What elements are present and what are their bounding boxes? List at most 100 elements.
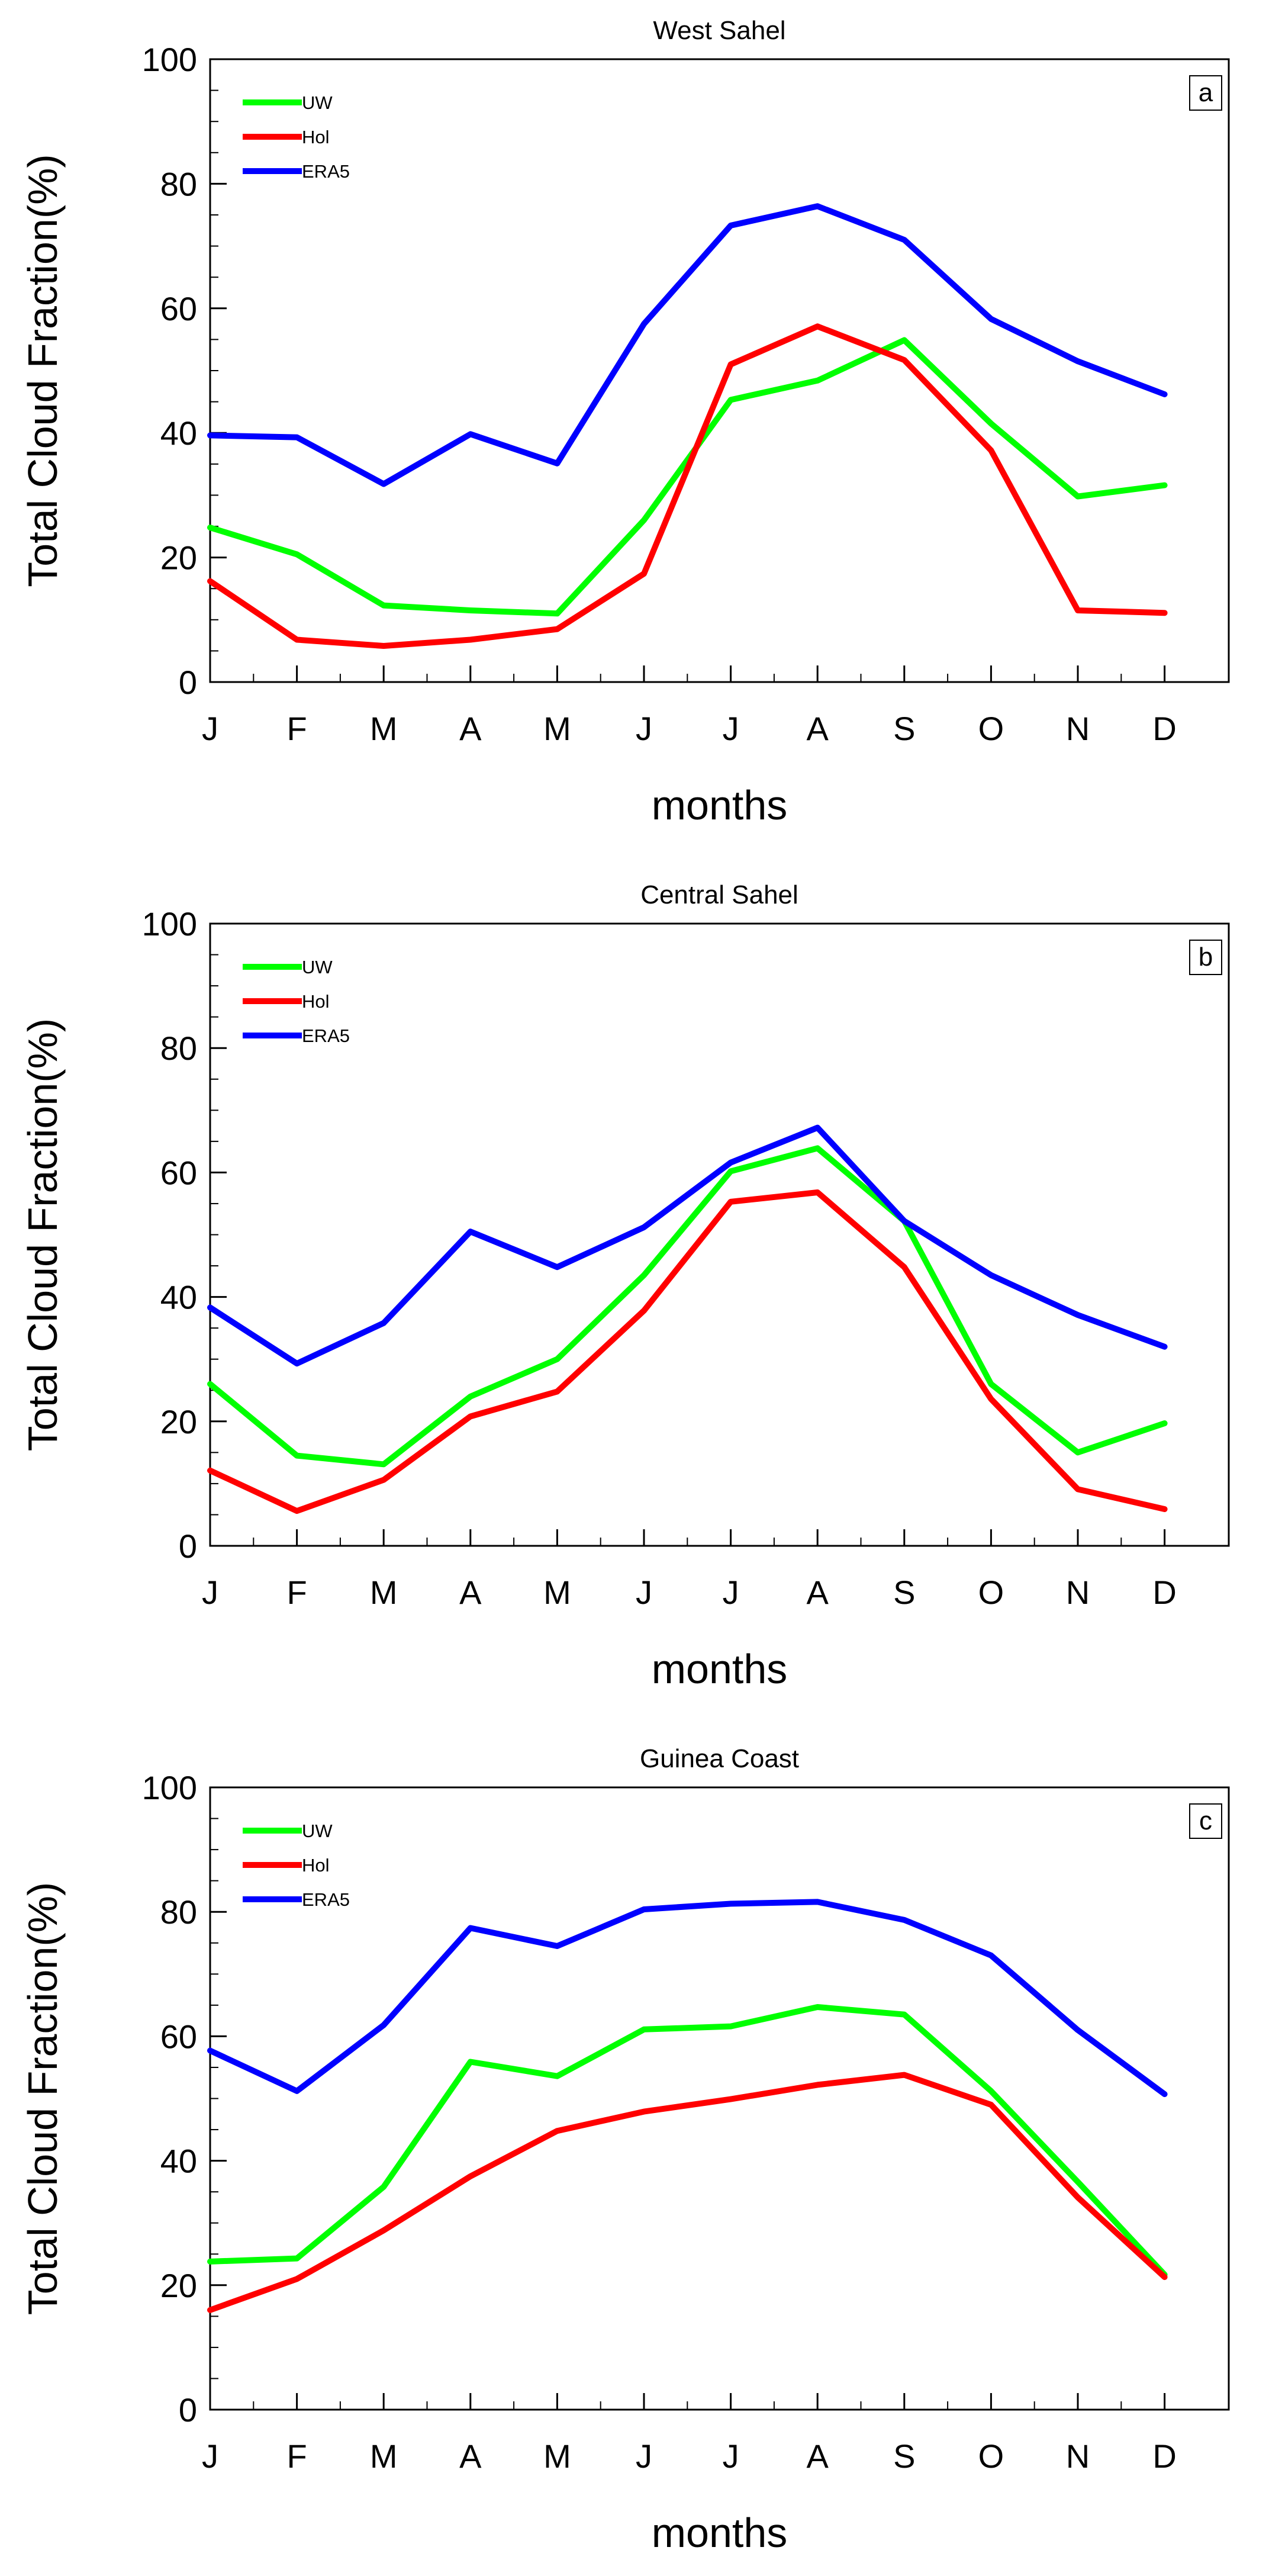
data-point-hol [382,644,385,648]
data-point-uw [903,338,906,342]
data-point-hol [729,1200,733,1204]
series-line-hol [207,323,1168,649]
legend-label-era5: ERA5 [302,1889,350,1910]
data-point-uw [555,2075,559,2078]
x-axis-label: months [652,1646,788,1692]
data-point-era5 [816,1900,819,1903]
x-tick-label: J [202,2437,218,2475]
data-point-hol [816,324,819,328]
data-point-uw [1076,2180,1080,2183]
data-point-uw [729,1169,733,1173]
data-point-uw [989,422,993,425]
data-point-uw [469,609,472,612]
y-tick-label: 40 [160,2143,197,2180]
data-point-uw [903,2013,906,2017]
data-point-hol [816,2083,819,2086]
data-point-era5 [1076,1313,1080,1317]
data-point-uw [382,1462,385,1466]
x-tick-label: O [978,1574,1004,1611]
panel-label-box [1189,1803,1222,1839]
y-tick-label: 80 [160,165,197,202]
x-tick-label: N [1066,2437,1090,2475]
data-point-era5 [382,1321,385,1325]
data-point-uw [208,526,212,529]
data-point-era5 [295,436,299,439]
chart-title: Guinea Coast [640,1744,799,1773]
data-point-hol [989,1397,993,1401]
data-point-uw [555,612,559,615]
y-tick-label: 0 [179,1527,197,1565]
data-point-uw [1076,495,1080,499]
data-point-era5 [555,1944,559,1948]
y-tick-label: 0 [179,2391,197,2429]
x-tick-label: J [723,710,739,747]
legend: UW Hol ERA5 [243,957,350,1046]
data-point-hol [382,2228,385,2232]
y-tick-label: 60 [160,290,197,327]
panel-label: b [1199,943,1213,972]
x-tick-label: O [978,710,1004,747]
x-tick-label: M [370,710,398,747]
x-tick-label: A [459,2437,482,2475]
x-tick-label: M [543,710,571,747]
data-point-uw [729,2025,733,2028]
chart-title: West Sahel [653,16,785,45]
data-point-hol [989,2103,993,2107]
data-point-era5 [1163,2092,1167,2096]
x-tick-label: N [1066,1574,1090,1611]
data-point-era5 [903,1219,906,1223]
data-point-era5 [208,433,212,437]
panel-label-box [1189,940,1222,975]
x-tick-label: M [543,1574,571,1611]
y-tick-label: 20 [160,539,197,577]
x-tick-label: S [893,1574,915,1611]
legend-label-uw: UW [302,1821,333,1841]
x-tick-label: O [978,2437,1004,2475]
x-tick-label: S [893,2437,915,2475]
y-axis-label: Total Cloud Fraction(%) [20,154,66,587]
data-point-era5 [989,1954,993,1957]
series-line-era5 [207,1124,1168,1367]
data-point-uw [642,1273,646,1277]
data-point-era5 [1163,393,1167,396]
data-point-era5 [382,482,385,485]
series-line-uw [207,337,1168,617]
x-tick-label: D [1152,2437,1176,2475]
x-axis-label: months [652,2510,788,2556]
data-point-hol [903,1265,906,1269]
data-point-uw [816,1146,819,1150]
chart-panel-b: Central Sahel 0 20 40 60 80 100 J F M A M J J A S O N Dmon… [20,880,1230,1692]
data-point-hol [729,362,733,366]
data-point-era5 [729,1902,733,1906]
data-point-era5 [1076,359,1080,363]
data-point-hol [208,2308,212,2312]
data-point-uw [555,1358,559,1361]
data-point-hol [208,1469,212,1472]
data-point-era5 [816,1126,819,1130]
y-tick-label: 40 [160,414,197,452]
series-line-era5 [207,203,1168,487]
data-point-era5 [295,2089,299,2093]
data-point-era5 [642,322,646,326]
x-tick-label: M [543,2437,571,2475]
data-point-uw [1076,1451,1080,1454]
data-point-era5 [816,204,819,208]
data-point-hol [295,638,299,641]
y-tick-label: 60 [160,1154,197,1191]
legend: UW Hol ERA5 [243,1821,350,1910]
data-point-hol [642,1309,646,1313]
x-tick-label: N [1066,710,1090,747]
x-tick-label: J [723,2437,739,2475]
y-tick-label: 80 [160,1893,197,1931]
data-point-hol [642,2110,646,2114]
panel-label: a [1199,78,1213,107]
x-tick-label: J [636,710,652,747]
x-tick-label: A [459,710,482,747]
data-point-hol [1163,611,1167,615]
data-point-hol [469,1414,472,1418]
legend-label-uw: UW [302,957,333,977]
panel-label-box [1189,75,1222,111]
panel-label: c [1199,1806,1212,1835]
data-point-uw [1163,1422,1167,1425]
series-line-hol [207,1189,1168,1514]
